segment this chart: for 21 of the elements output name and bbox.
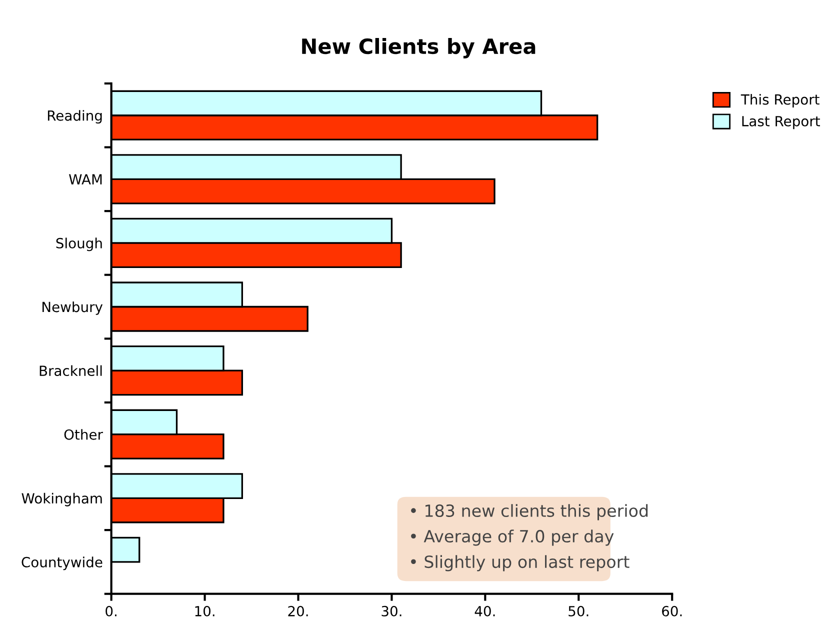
legend-label: This Report: [740, 94, 820, 108]
x-tick-label: 50.: [568, 606, 588, 616]
x-tick-label: 30.: [382, 606, 402, 616]
y-tick-label: Other: [64, 429, 103, 440]
y-tick-label: WAM: [68, 174, 102, 184]
x-tick-label: 40.: [474, 606, 495, 616]
x-tick-label: 20.: [288, 606, 308, 616]
y-tick-label: Wokingham: [22, 492, 102, 506]
annotation: • Slightly up on last report: [411, 555, 630, 572]
annotation: • 183 new clients this period: [411, 504, 648, 520]
y-tick-label: Reading: [48, 110, 102, 124]
y-tick-label: Newbury: [42, 301, 103, 315]
y-tick-label: Countywide: [22, 556, 102, 570]
y-tick-label: Bracknell: [40, 365, 102, 376]
y-tick-label: Slough: [56, 238, 102, 252]
legend-label: Last Report: [742, 116, 820, 130]
chart-title: New Clients by Area: [302, 38, 536, 58]
x-tick-label: 60.: [662, 606, 682, 616]
annotation: • Average of 7.0 per day: [411, 530, 614, 546]
x-tick-label: 10.: [195, 606, 214, 616]
x-tick-label: 0.: [106, 606, 116, 616]
